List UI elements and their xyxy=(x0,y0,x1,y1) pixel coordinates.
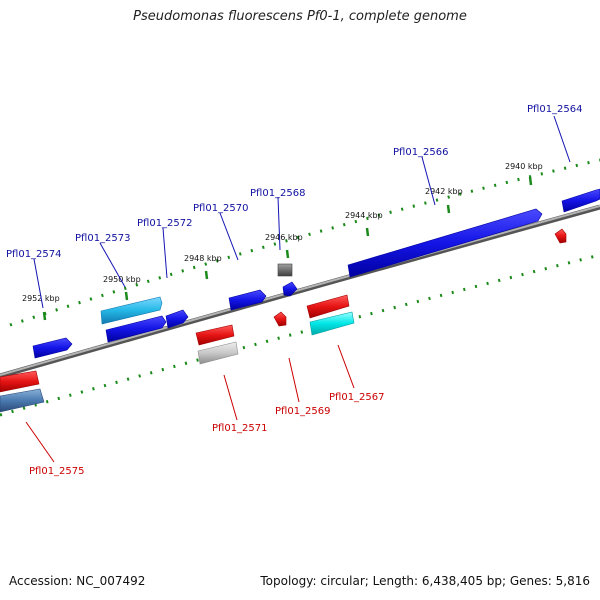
forward-strand-genes xyxy=(32,188,600,359)
gene-arrow-pfl01-2575[interactable] xyxy=(0,388,45,413)
tick-label-2942: 2942 kbp xyxy=(425,187,463,196)
tick-mark-2944 xyxy=(365,227,370,237)
gene-label-pfl01-2564[interactable]: Pfl01_2564 xyxy=(527,104,583,115)
lower-ruler xyxy=(0,253,600,417)
map-title: Pseudomonas fluorescens Pf0-1, complete … xyxy=(133,9,467,24)
tick-mark-2940 xyxy=(528,176,533,186)
leader-pfl01-2566 xyxy=(421,156,436,206)
gene-label-pfl01-2566[interactable]: Pfl01_2566 xyxy=(393,147,449,158)
gene-arrow-pfl01-2572-b[interactable] xyxy=(105,315,167,343)
tick-label-2946: 2946 kbp xyxy=(265,233,303,242)
tick-mark-2950 xyxy=(124,291,129,301)
leader-pfl01-2572 xyxy=(162,227,168,279)
gene-arrow-pfl01-2571[interactable] xyxy=(197,341,239,365)
gene-arrow-pfl01-2567-red[interactable] xyxy=(306,294,350,319)
leader-pfl01-2575 xyxy=(25,421,55,463)
tick-mark-2946 xyxy=(285,249,290,259)
gene-arrow-pfl01-2570[interactable] xyxy=(228,289,267,311)
leader-pfl01-2574 xyxy=(33,258,44,309)
tick-label-2944: 2944 kbp xyxy=(345,211,383,220)
gene-label-pfl01-2575[interactable]: Pfl01_2575 xyxy=(29,466,85,477)
leader-pfl01-2567 xyxy=(337,344,355,389)
gene-arrow-pfl01-2568-small[interactable] xyxy=(282,281,298,297)
tick-label-2940: 2940 kbp xyxy=(505,162,543,171)
reverse-gene-labels: Pfl01_2567 Pfl01_2569 Pfl01_2571 Pfl01_2… xyxy=(29,392,385,477)
gene-arrow-pfl01-2567[interactable] xyxy=(309,311,355,336)
gene-arrow-pfl01-2573[interactable] xyxy=(100,296,163,325)
leader-pfl01-2571 xyxy=(223,374,238,421)
gene-label-pfl01-2569[interactable]: Pfl01_2569 xyxy=(275,406,331,417)
genome-stats-text: Topology: circular; Length: 6,438,405 bp… xyxy=(260,574,590,588)
gene-arrow-pfl01-2571-red[interactable] xyxy=(195,324,235,346)
leader-pfl01-2564 xyxy=(553,115,571,163)
label-leaders xyxy=(33,115,571,309)
gene-arrow-pfl01-2564-rev[interactable] xyxy=(554,228,567,244)
gene-arrow-pfl01-2566[interactable] xyxy=(347,208,543,278)
tick-mark-2952 xyxy=(42,311,47,321)
gene-arrow-pfl01-2575-red[interactable] xyxy=(0,370,40,393)
forward-gene-labels: Pfl01_2564 Pfl01_2566 Pfl01_2568 Pfl01_2… xyxy=(6,104,583,260)
ruler-major-ticks xyxy=(42,176,533,321)
gene-arrow-pfl01-2564[interactable] xyxy=(561,188,600,213)
leader-pfl01-2570 xyxy=(219,212,239,261)
gene-label-pfl01-2572[interactable]: Pfl01_2572 xyxy=(137,218,193,229)
accession-text: Accession: NC_007492 xyxy=(9,574,146,588)
gene-arrow-pfl01-2569[interactable] xyxy=(273,311,287,327)
gene-label-pfl01-2571[interactable]: Pfl01_2571 xyxy=(212,423,268,434)
tick-label-2950: 2950 kbp xyxy=(103,275,141,284)
reverse-strand-genes xyxy=(0,228,567,413)
gene-label-pfl01-2567[interactable]: Pfl01_2567 xyxy=(329,392,385,403)
tick-mark-2942 xyxy=(446,204,451,214)
leader-pfl01-2573 xyxy=(99,242,126,288)
gene-label-pfl01-2568[interactable]: Pfl01_2568 xyxy=(250,188,306,199)
gene-arrow-pfl01-2574[interactable] xyxy=(32,337,73,359)
leader-pfl01-2568 xyxy=(277,196,281,251)
gene-label-pfl01-2573[interactable]: Pfl01_2573 xyxy=(75,233,131,244)
label-leaders-reverse xyxy=(25,344,355,463)
gene-arrow-pfl01-2568[interactable] xyxy=(277,263,293,277)
chromosome-backbone-highlight xyxy=(0,205,600,376)
gene-arrow-pfl01-2572[interactable] xyxy=(165,309,189,329)
tick-mark-2948 xyxy=(204,270,209,280)
tick-label-2948: 2948 kbp xyxy=(184,254,222,263)
gene-label-pfl01-2570[interactable]: Pfl01_2570 xyxy=(193,203,249,214)
gene-label-pfl01-2574[interactable]: Pfl01_2574 xyxy=(6,249,62,260)
leader-pfl01-2569 xyxy=(288,357,300,403)
upper-ruler xyxy=(9,158,600,327)
